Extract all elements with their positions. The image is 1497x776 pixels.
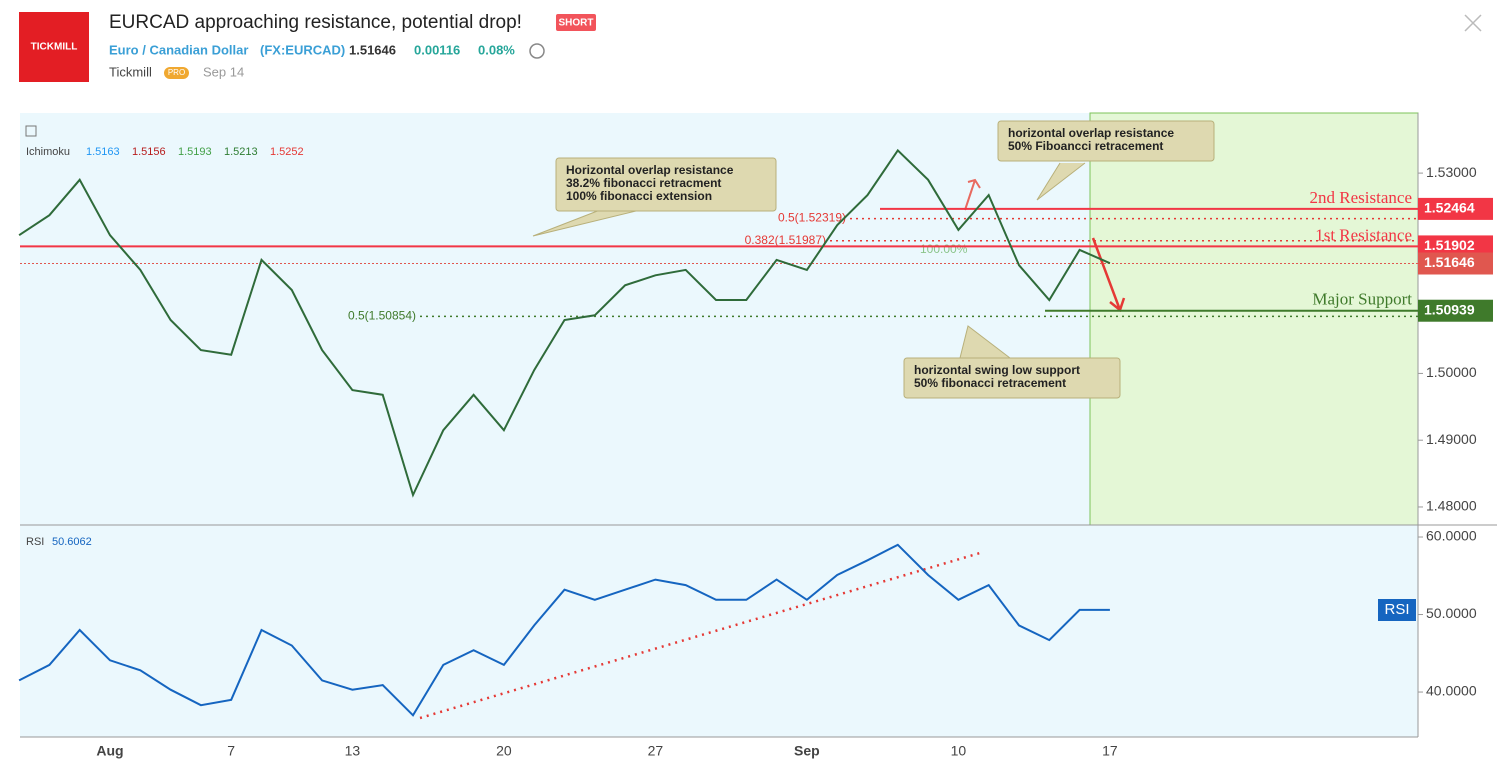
fib-extension-label: 100.00% bbox=[920, 242, 968, 256]
x-tick-label: 27 bbox=[648, 743, 664, 759]
level-label: 1st Resistance bbox=[1315, 225, 1412, 244]
series-line bbox=[18, 148, 1111, 498]
level-price: 1.52464 bbox=[1424, 200, 1475, 216]
fib-label: 0.5(1.52319) bbox=[778, 211, 846, 225]
fib-label: 0.5(1.50854) bbox=[348, 309, 416, 323]
pro-badge-text: PRO bbox=[168, 68, 185, 77]
callout-box bbox=[903, 357, 1121, 399]
rsi-tag: RSI bbox=[1384, 601, 1409, 618]
level-price-box bbox=[1418, 197, 1493, 220]
indicator-name: Ichimoku bbox=[26, 146, 70, 158]
level-price: 1.50939 bbox=[1424, 301, 1475, 317]
author[interactable]: Tickmill bbox=[109, 64, 152, 79]
level-label: Major Support bbox=[1312, 290, 1412, 309]
projection-box bbox=[1089, 112, 1419, 526]
price: 1.51646 bbox=[349, 42, 396, 57]
indicator-value: 1.5156 bbox=[132, 146, 166, 158]
callout-tail bbox=[532, 209, 641, 237]
y-tick-label: 1.53000 bbox=[1426, 164, 1477, 180]
level-price: 1.51646 bbox=[1424, 254, 1475, 270]
idea-title: EURCAD approaching resistance, potential… bbox=[109, 12, 522, 33]
level-price: 1.51902 bbox=[1424, 237, 1475, 253]
change: 0.00116 bbox=[414, 42, 460, 57]
logo-text: TICKMILL bbox=[31, 42, 78, 53]
callout-tail bbox=[1036, 162, 1086, 201]
rsi-legend-value: 50.6062 bbox=[52, 536, 92, 548]
x-tick-label: 7 bbox=[227, 743, 235, 759]
callout-text: horizontal overlap resistance bbox=[1008, 126, 1174, 140]
indicator-value: 1.5213 bbox=[224, 146, 258, 158]
y-tick-label: 40.0000 bbox=[1426, 683, 1477, 699]
callout-text: Horizontal overlap resistance bbox=[566, 163, 734, 177]
callout-box bbox=[555, 157, 777, 212]
x-tick-label: 13 bbox=[345, 743, 361, 759]
y-tick-label: 1.49000 bbox=[1426, 431, 1477, 447]
level-price-box bbox=[1418, 235, 1493, 258]
x-tick-label: Sep bbox=[794, 743, 820, 759]
rsi-legend: RSI bbox=[26, 536, 44, 548]
callout-box bbox=[997, 120, 1215, 162]
callout-tail bbox=[959, 325, 1011, 359]
close-button[interactable] bbox=[1464, 14, 1482, 32]
callout-text: 100% fibonacci extension bbox=[566, 189, 712, 203]
short-badge bbox=[556, 14, 596, 31]
callout-text: 50% Fiboancci retracement bbox=[1008, 139, 1163, 153]
fib-label: 0.382(1.51987) bbox=[745, 233, 826, 247]
x-tick-label: 10 bbox=[951, 743, 967, 759]
pro-badge bbox=[164, 67, 189, 79]
y-tick-label: 50.0000 bbox=[1426, 605, 1477, 621]
callout-text: horizontal swing low support bbox=[914, 363, 1080, 377]
level-price-box bbox=[1418, 299, 1493, 322]
level-price-box bbox=[1418, 252, 1493, 275]
x-tick-label: Aug bbox=[96, 743, 123, 759]
callout-text: 38.2% fibonacci retracment bbox=[566, 176, 721, 190]
symbol-name[interactable]: Euro / Canadian Dollar bbox=[109, 42, 248, 57]
collapse-icon[interactable] bbox=[25, 125, 37, 137]
indicator-value: 1.5252 bbox=[270, 146, 304, 158]
callout-text: 50% fibonacci retracement bbox=[914, 376, 1066, 390]
change-pct: 0.08% bbox=[478, 42, 515, 57]
level-label: 2nd Resistance bbox=[1310, 188, 1412, 207]
indicator-value: 1.5163 bbox=[86, 146, 120, 158]
logo bbox=[19, 12, 89, 82]
y-tick-label: 1.50000 bbox=[1426, 364, 1477, 380]
series-line bbox=[18, 543, 1110, 717]
short-badge-text: SHORT bbox=[559, 18, 594, 29]
date: Sep 14 bbox=[203, 64, 244, 79]
indicator-value: 1.5193 bbox=[178, 146, 212, 158]
up-arrow bbox=[964, 178, 981, 211]
y-tick-label: 1.48000 bbox=[1426, 498, 1477, 514]
rsi-tag-box bbox=[1378, 599, 1416, 621]
symbol[interactable]: (FX:EURCAD) bbox=[260, 42, 345, 57]
y-tick-label: 60.0000 bbox=[1426, 528, 1477, 544]
x-tick-label: 20 bbox=[496, 743, 512, 759]
x-tick-label: 17 bbox=[1102, 743, 1118, 759]
alert-icon[interactable] bbox=[529, 43, 545, 59]
